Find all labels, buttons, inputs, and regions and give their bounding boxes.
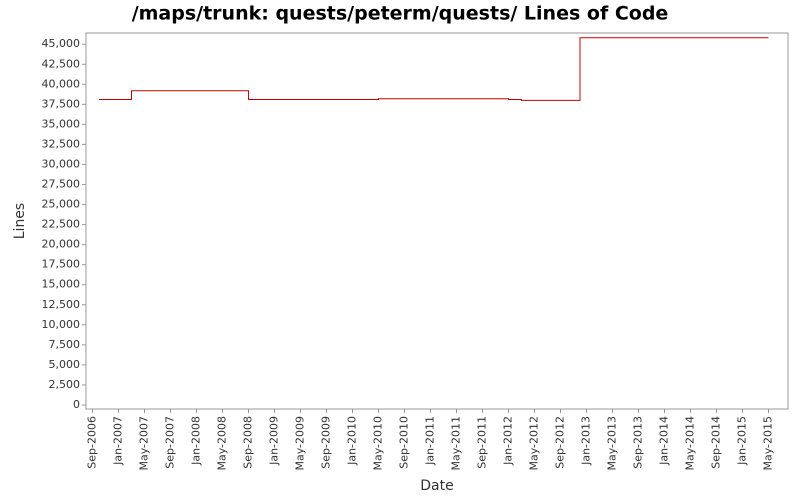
data-line	[99, 37, 769, 101]
y-axis-label: Lines	[12, 203, 28, 239]
x-tick-label: Jan-2011	[424, 416, 437, 466]
y-tick-label: 17,500	[42, 258, 81, 271]
y-tick-label: 7,500	[49, 338, 81, 351]
x-tick-label: Sep-2012	[554, 416, 567, 469]
y-tick-label: 12,500	[42, 298, 81, 311]
chart-title: /maps/trunk: quests/peterm/quests/ Lines…	[132, 3, 669, 25]
x-tick-label: May-2012	[528, 416, 541, 471]
x-tick-label: Sep-2014	[710, 416, 723, 469]
x-tick-label: May-2011	[450, 416, 463, 471]
y-tick-label: 42,500	[42, 57, 81, 70]
x-tick-label: Jan-2007	[112, 416, 125, 466]
x-tick-label: Jan-2009	[268, 416, 281, 466]
y-tick-label: 10,000	[42, 318, 81, 331]
x-tick-label: Jan-2010	[346, 416, 359, 466]
x-tick-label: May-2009	[294, 416, 307, 471]
x-tick-label: Jan-2008	[190, 416, 203, 466]
x-tick-label: Sep-2010	[398, 416, 411, 469]
y-tick-label: 40,000	[42, 77, 81, 90]
x-tick-label: May-2008	[216, 416, 229, 471]
x-tick-label: May-2013	[606, 416, 619, 471]
x-tick-label: May-2007	[138, 416, 151, 471]
y-tick-label: 5,000	[49, 358, 81, 371]
x-tick-label: Sep-2008	[242, 416, 255, 469]
x-tick-label: Jan-2014	[658, 416, 671, 466]
y-tick-label: 25,000	[42, 198, 81, 211]
y-tick-label: 15,000	[42, 278, 81, 291]
y-tick-label: 0	[73, 398, 80, 411]
x-tick-label: Sep-2007	[164, 416, 177, 469]
x-tick-label: Jan-2015	[736, 416, 749, 466]
y-tick-label: 32,500	[42, 137, 81, 150]
x-axis-label: Date	[420, 478, 453, 494]
y-tick-label: 30,000	[42, 157, 81, 170]
y-tick-label: 20,000	[42, 238, 81, 251]
y-tick-label: 37,500	[42, 97, 81, 110]
x-tick-label: Sep-2006	[86, 416, 99, 469]
y-tick-label: 27,500	[42, 178, 81, 191]
y-tick-label: 45,000	[42, 37, 81, 50]
y-tick-label: 22,500	[42, 218, 81, 231]
y-tick-label: 2,500	[49, 378, 81, 391]
x-tick-label: Sep-2011	[476, 416, 489, 469]
y-tick-label: 35,000	[42, 117, 81, 130]
x-tick-label: May-2010	[372, 416, 385, 471]
plot-area	[85, 32, 789, 410]
x-tick-label: Jan-2012	[502, 416, 515, 466]
x-tick-label: Jan-2013	[580, 416, 593, 466]
x-tick-label: May-2015	[762, 416, 775, 471]
x-tick-label: May-2014	[684, 416, 697, 471]
x-tick-label: Sep-2009	[320, 416, 333, 469]
x-tick-label: Sep-2013	[632, 416, 645, 469]
